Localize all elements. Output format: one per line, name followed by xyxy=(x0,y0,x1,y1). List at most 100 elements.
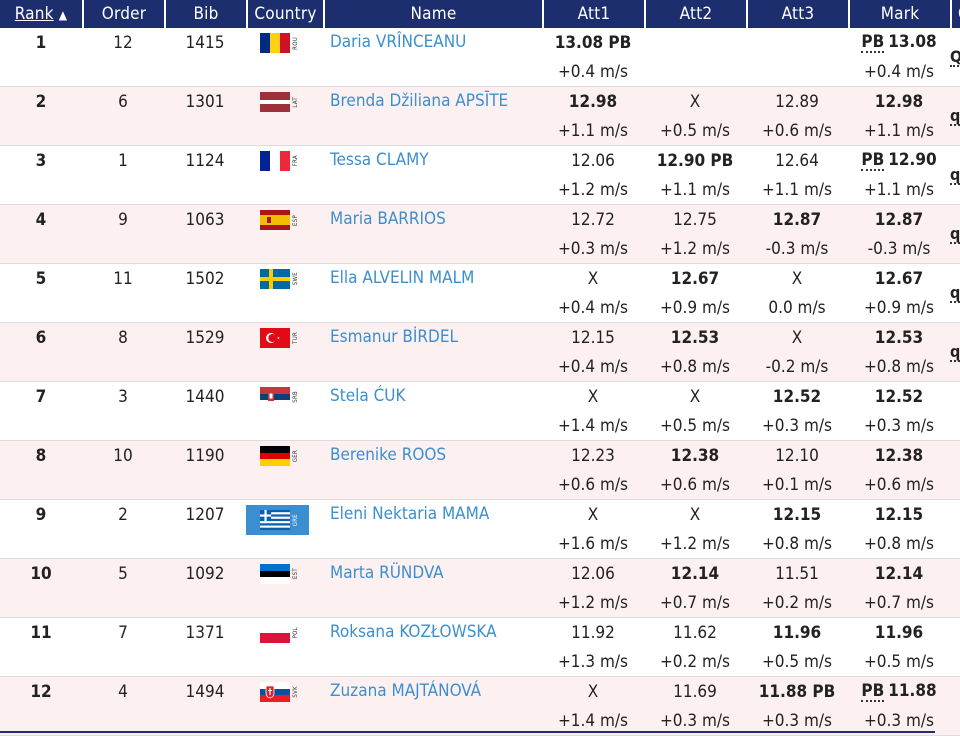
table-row[interactable]: 5 11 1502 SWE Ella ALVELIN MALM X 12.67 X 12.67 q xyxy=(0,264,960,323)
athlete-name-link[interactable]: Brenda Džiliana APSĪTE xyxy=(323,87,542,146)
table-row[interactable]: 2 6 1301 LAT Brenda Džiliana APSĪTE 12.98 X 12.… xyxy=(0,87,960,146)
country-flag[interactable]: FRA xyxy=(260,151,299,171)
country-flag[interactable]: ESP xyxy=(260,210,299,230)
country-flag[interactable]: SVK xyxy=(260,682,299,702)
col-header-mark[interactable]: Mark xyxy=(848,0,950,28)
qualification-badge[interactable]: q xyxy=(950,106,960,126)
table-row[interactable]: 6 8 1529 TUR Esmanur BİRDEL 12.15 12.53 X 12.53 q xyxy=(0,323,960,382)
country-flag[interactable]: ROU xyxy=(260,33,299,53)
col-header-country[interactable]: Country xyxy=(246,0,323,28)
col-header-name[interactable]: Name xyxy=(323,0,542,28)
col-header-att1[interactable]: Att1 xyxy=(542,0,644,28)
att1-value: 12.06 xyxy=(542,146,644,175)
table-row[interactable]: 12 4 1494 SVK Zuzana MAJTÁNOVÁ X 11.69 11.88 PB… xyxy=(0,677,960,736)
flag-sweden-icon xyxy=(260,269,290,289)
col-header-att3[interactable]: Att3 xyxy=(746,0,848,28)
pb-badge[interactable]: PB xyxy=(861,681,885,702)
athlete-name-link[interactable]: Tessa CLAMY xyxy=(323,146,542,205)
table-row-wind: +0.4 m/s +0.9 m/s 0.0 m/s +0.9 m/s xyxy=(0,293,960,323)
rank-sort-label[interactable]: Rank xyxy=(14,4,54,24)
table-header-row: Rank ▲ Order Bib Country Name Att1 Att2 … xyxy=(0,0,960,28)
table-row-wind: +0.3 m/s +1.2 m/s -0.3 m/s -0.3 m/s xyxy=(0,234,960,264)
col-header-rank[interactable]: Rank ▲ xyxy=(0,0,82,28)
mark-value: 12.67 xyxy=(874,268,924,289)
rank-cell: 12 xyxy=(0,677,82,736)
flag-serbia-icon xyxy=(260,387,290,407)
country-flag[interactable]: EST xyxy=(260,564,299,584)
att3-wind: +0.2 m/s xyxy=(746,588,848,618)
att2-wind: +1.2 m/s xyxy=(644,234,746,264)
mark-wind: +0.6 m/s xyxy=(848,470,950,500)
flag-slovakia-icon xyxy=(260,682,290,702)
qualification-cell: q xyxy=(950,264,960,323)
att1-value: 12.15 xyxy=(542,323,644,352)
order-cell: 8 xyxy=(82,323,164,382)
qualification-badge[interactable]: q xyxy=(950,165,960,185)
athlete-name-link[interactable]: Ella ALVELIN MALM xyxy=(323,264,542,323)
table-row[interactable]: 1 12 1415 ROU Daria VRÎNCEANU 13.08 PB PB 13.08… xyxy=(0,28,960,87)
country-flag[interactable]: GER xyxy=(260,446,299,466)
country-flag[interactable]: LAT xyxy=(260,92,299,112)
country-code: EST xyxy=(292,568,299,580)
table-row-wind: +1.4 m/s +0.5 m/s +0.3 m/s +0.3 m/s xyxy=(0,411,960,441)
athlete-name-link[interactable]: Daria VRÎNCEANU xyxy=(323,28,542,87)
qualification-cell: q xyxy=(950,87,960,146)
qualification-badge[interactable]: Q xyxy=(950,49,960,67)
att1-value: 13.08 PB xyxy=(542,28,644,57)
table-row[interactable]: 10 5 1092 EST Marta RÜNDVA 12.06 12.14 11.51 12.… xyxy=(0,559,960,618)
athlete-name-link[interactable]: Esmanur BİRDEL xyxy=(323,323,542,382)
att3-wind: -0.2 m/s xyxy=(746,352,848,382)
mark-wind: +0.8 m/s xyxy=(848,352,950,382)
qualification-badge[interactable]: q xyxy=(950,342,960,362)
col-header-att2[interactable]: Att2 xyxy=(644,0,746,28)
country-cell: SRB xyxy=(246,382,323,441)
pb-badge[interactable]: PB xyxy=(861,32,885,53)
flag-france-icon xyxy=(260,151,290,171)
qualification-badge[interactable]: q xyxy=(950,283,960,303)
att1-wind: +1.2 m/s xyxy=(542,175,644,205)
col-header-bib[interactable]: Bib xyxy=(164,0,246,28)
athlete-name-link[interactable]: Stela ĆUK xyxy=(323,382,542,441)
athlete-name-link[interactable]: Berenike ROOS xyxy=(323,441,542,500)
att2-value: 12.90 PB xyxy=(644,146,746,175)
country-flag[interactable]: GRE xyxy=(246,505,309,535)
bib-cell: 1502 xyxy=(164,264,246,323)
table-row[interactable]: 4 9 1063 ESP Maria BARRIOS 12.72 12.75 12.87 12.… xyxy=(0,205,960,264)
table-row[interactable]: 8 10 1190 GER Berenike ROOS 12.23 12.38 12.10 12… xyxy=(0,441,960,500)
athlete-name-link[interactable]: Eleni Nektaria MAMA xyxy=(323,500,542,559)
mark-wind: +1.1 m/s xyxy=(848,116,950,146)
pb-badge[interactable]: PB xyxy=(861,150,885,171)
table-row[interactable]: 11 7 1371 POL Roksana KOZŁOWSKA 11.92 11.62 11.… xyxy=(0,618,960,677)
athlete-name-link[interactable]: Marta RÜNDVA xyxy=(323,559,542,618)
att2-value: 12.14 xyxy=(644,559,746,588)
qualification-badge[interactable]: q xyxy=(950,224,960,244)
athlete-name-link[interactable]: Zuzana MAJTÁNOVÁ xyxy=(323,677,542,736)
rank-cell: 1 xyxy=(0,28,82,87)
att2-wind: +0.5 m/s xyxy=(644,116,746,146)
col-header-order[interactable]: Order xyxy=(82,0,164,28)
mark-cell: 12.98 xyxy=(848,87,950,116)
country-flag[interactable]: SWE xyxy=(260,269,299,289)
col-header-q[interactable]: Q xyxy=(950,0,960,28)
country-cell: TUR xyxy=(246,323,323,382)
country-code: SVK xyxy=(292,686,299,698)
att3-value: 12.87 xyxy=(746,205,848,234)
mark-wind: +1.1 m/s xyxy=(848,175,950,205)
country-flag[interactable]: SRB xyxy=(260,387,299,407)
table-row[interactable]: 7 3 1440 SRB Stela ĆUK X X 12.52 12.52 xyxy=(0,382,960,441)
country-flag[interactable]: TUR xyxy=(260,328,299,348)
table-row-wind: +0.4 m/s +0.4 m/s xyxy=(0,57,960,87)
country-code: POL xyxy=(292,627,299,639)
table-row[interactable]: 9 2 1207 GRE Eleni Nektaria MAMA X X 12.15 12.15 xyxy=(0,500,960,559)
att3-value: 12.89 xyxy=(746,87,848,116)
att2-wind: +0.8 m/s xyxy=(644,352,746,382)
order-cell: 11 xyxy=(82,264,164,323)
country-flag[interactable]: POL xyxy=(260,623,299,643)
order-cell: 4 xyxy=(82,677,164,736)
mark-cell: 12.15 xyxy=(848,500,950,529)
table-row[interactable]: 3 1 1124 FRA Tessa CLAMY 12.06 12.90 PB 12.64 PB… xyxy=(0,146,960,205)
athlete-name-link[interactable]: Maria BARRIOS xyxy=(323,205,542,264)
athlete-name-link[interactable]: Roksana KOZŁOWSKA xyxy=(323,618,542,677)
country-code: FRA xyxy=(292,155,299,167)
